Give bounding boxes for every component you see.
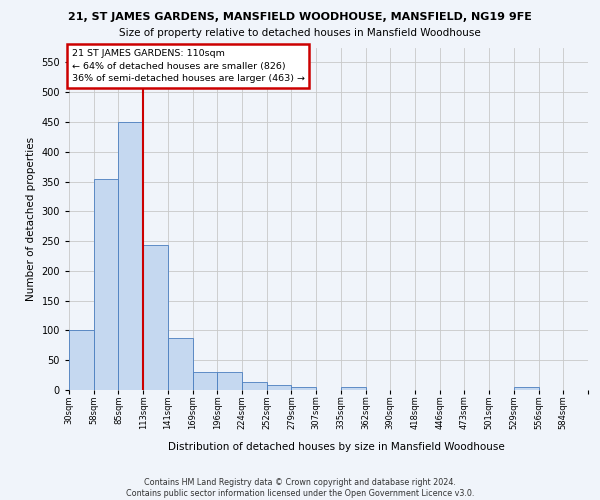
Bar — [143, 246, 168, 390]
Bar — [118, 122, 143, 390]
Text: Distribution of detached houses by size in Mansfield Woodhouse: Distribution of detached houses by size … — [167, 442, 505, 452]
Bar — [69, 330, 94, 390]
Bar — [217, 372, 242, 390]
Bar — [514, 387, 539, 390]
Bar — [242, 382, 267, 390]
Bar — [168, 338, 193, 390]
Bar — [341, 387, 365, 390]
Bar — [193, 372, 217, 390]
Text: 21 ST JAMES GARDENS: 110sqm
← 64% of detached houses are smaller (826)
36% of se: 21 ST JAMES GARDENS: 110sqm ← 64% of det… — [71, 49, 305, 83]
Bar — [94, 178, 118, 390]
Text: Size of property relative to detached houses in Mansfield Woodhouse: Size of property relative to detached ho… — [119, 28, 481, 38]
Text: 21, ST JAMES GARDENS, MANSFIELD WOODHOUSE, MANSFIELD, NG19 9FE: 21, ST JAMES GARDENS, MANSFIELD WOODHOUS… — [68, 12, 532, 22]
Y-axis label: Number of detached properties: Number of detached properties — [26, 136, 36, 301]
Bar — [267, 385, 292, 390]
Bar — [292, 387, 316, 390]
Text: Contains HM Land Registry data © Crown copyright and database right 2024.
Contai: Contains HM Land Registry data © Crown c… — [126, 478, 474, 498]
